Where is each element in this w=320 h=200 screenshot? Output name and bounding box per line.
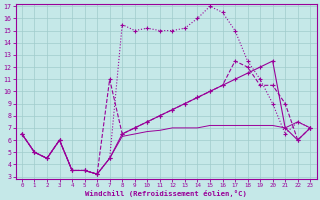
X-axis label: Windchill (Refroidissement éolien,°C): Windchill (Refroidissement éolien,°C) xyxy=(85,190,247,197)
